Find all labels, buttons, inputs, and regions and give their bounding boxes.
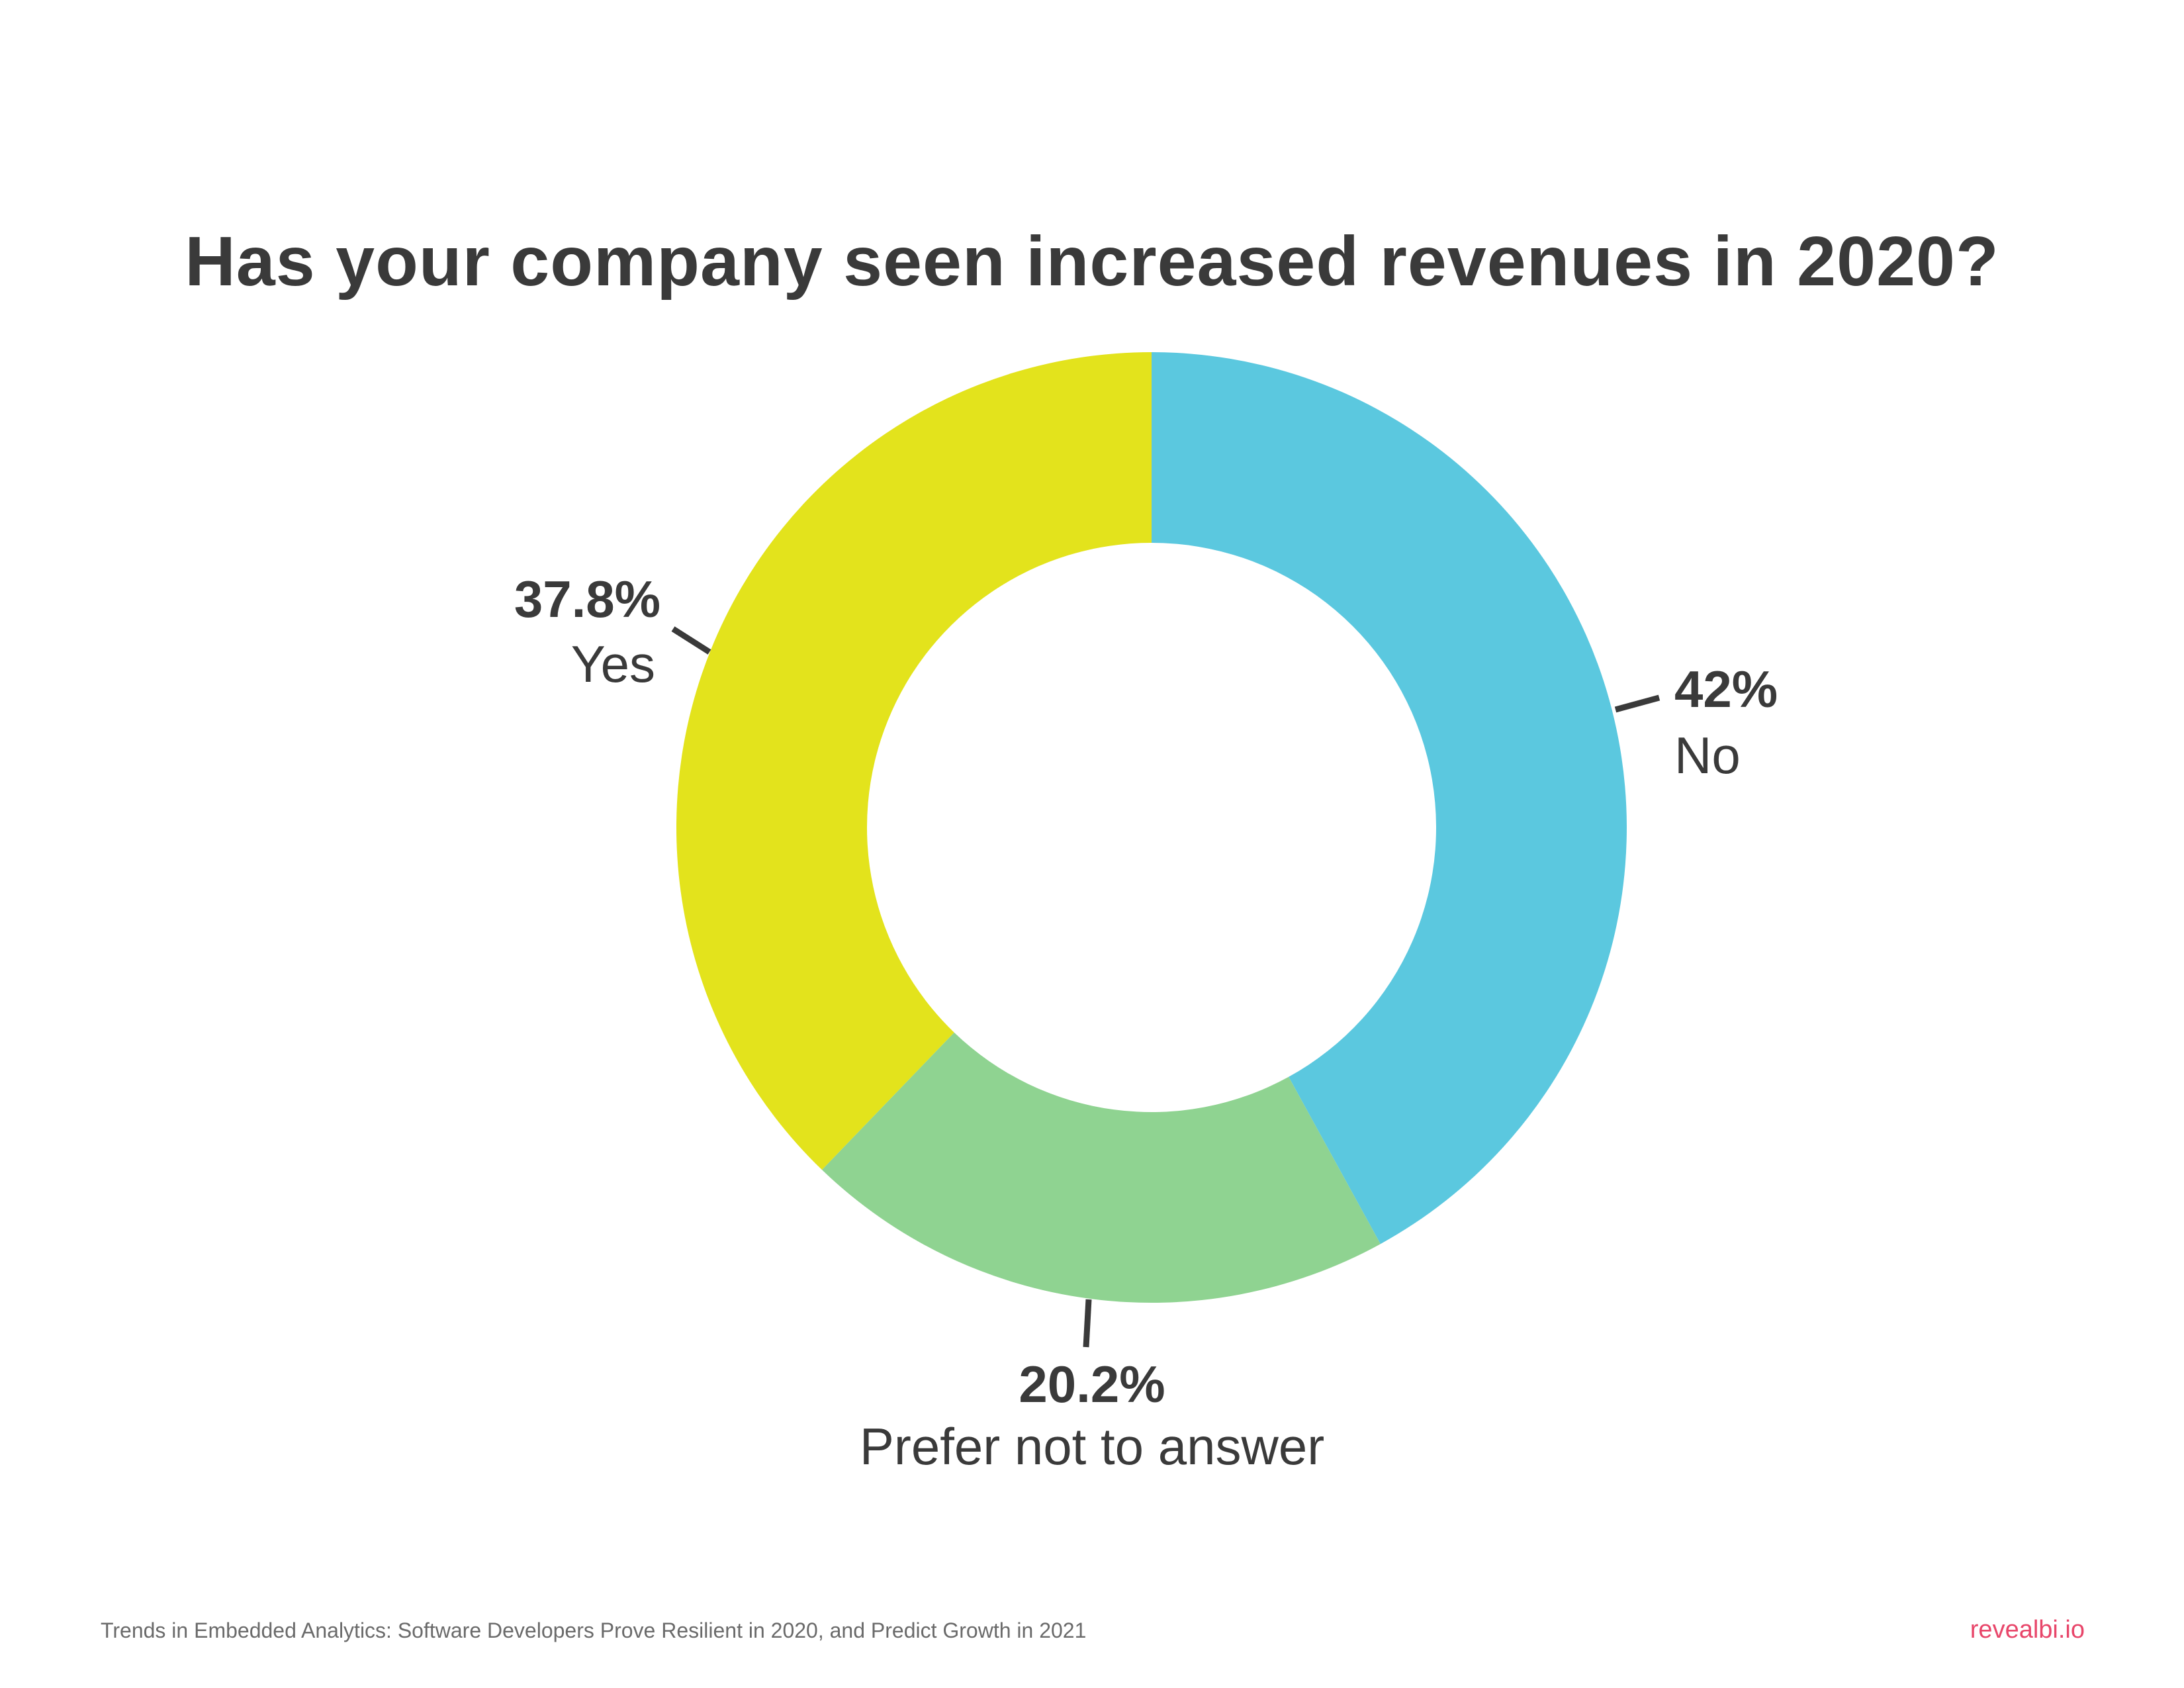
value-label-prefer-not-to-answer: 20.2% (1019, 1355, 1165, 1413)
footer-brand-link[interactable]: revealbi.io (1970, 1616, 2085, 1644)
leader-line-yes (671, 626, 711, 655)
slice-prefer-not-to-answer (821, 1032, 1381, 1303)
footer-source-text: Trends in Embedded Analytics: Software D… (101, 1618, 1087, 1642)
donut-labels: 42% No 20.2%Prefer not to answer 37.8% Yes (514, 570, 1778, 1476)
donut-slices (676, 352, 1627, 1303)
value-label-yes: 37.8% (514, 570, 660, 628)
slice-yes (676, 352, 1152, 1170)
value-label-no: 42% (1674, 660, 1778, 718)
leader-line-no (1614, 694, 1661, 713)
category-label-prefer-not-to-answer: Prefer not to answer (860, 1417, 1324, 1476)
leader-line-prefer-not-to-answer (1083, 1299, 1092, 1348)
chart-title: Has your company seen increased revenues… (185, 222, 1999, 301)
slice-no (1152, 352, 1627, 1244)
category-label-yes: Yes (571, 635, 655, 693)
category-label-no: No (1674, 726, 1741, 784)
